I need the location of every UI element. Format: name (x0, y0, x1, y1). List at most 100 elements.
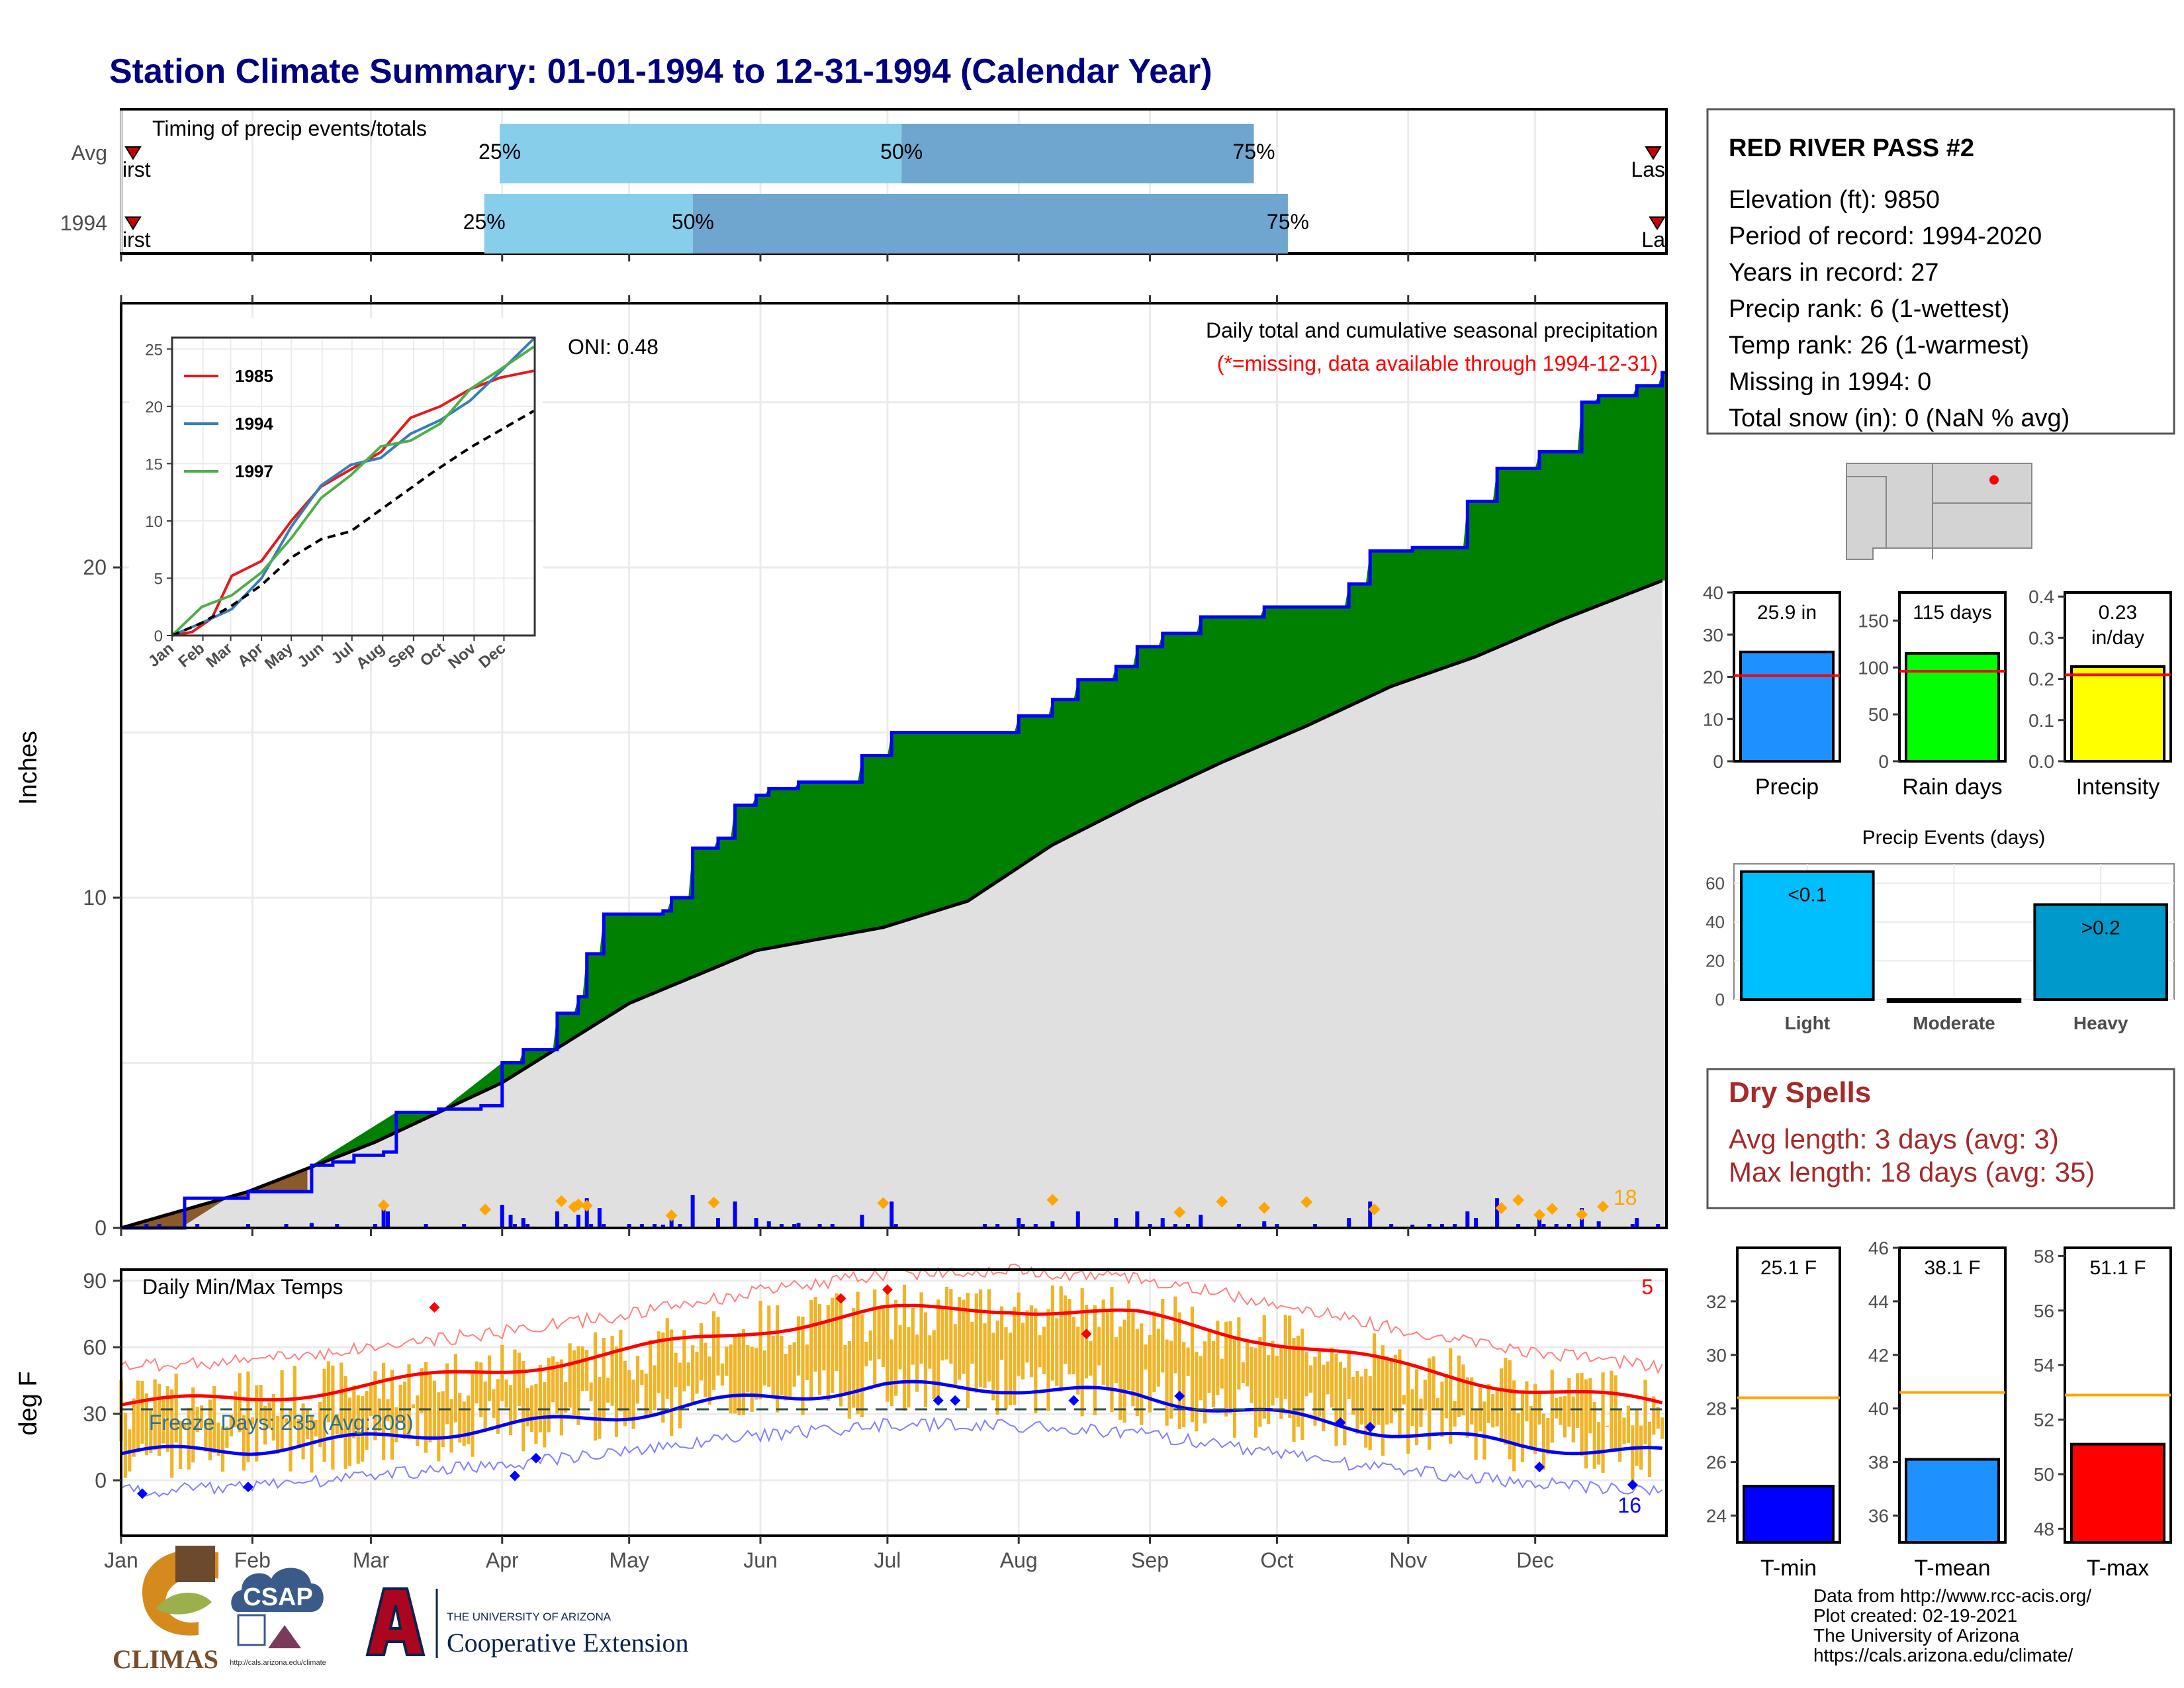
daily-temp-bar (750, 1346, 754, 1412)
daily-precip-bar (779, 1224, 784, 1228)
record-precip-marker (1300, 1196, 1313, 1208)
daily-temp-bar (847, 1340, 851, 1419)
daily-temp-bar (771, 1335, 775, 1396)
daily-precip-bar (555, 1211, 559, 1228)
daily-temp-bar (1275, 1356, 1279, 1398)
month-label: May (609, 1548, 649, 1572)
daily-temp-bar (1656, 1407, 1660, 1429)
daily-temp-bar (322, 1368, 326, 1462)
daily-temp-bar (559, 1359, 563, 1436)
daily-precip-bar (144, 1224, 149, 1228)
month-label: Nov (1389, 1548, 1427, 1572)
daily-precip-bar (335, 1224, 340, 1228)
daily-temp-bar (462, 1401, 466, 1446)
daily-temp-bar (860, 1314, 864, 1417)
precip-events-bars: 0 20 40 60 <0.1 Light Moderate >0.2 Heavy (1706, 863, 2175, 1033)
daily-temp-bar (1550, 1370, 1554, 1443)
daily-temp-bar (547, 1358, 551, 1432)
daily-temp-bar (1122, 1319, 1126, 1423)
daily-temp-bar (1114, 1337, 1118, 1383)
daily-temp-bar (1364, 1368, 1368, 1448)
daily-temp-bar (958, 1297, 962, 1380)
csap-cloud (231, 1568, 324, 1612)
map-region (1846, 463, 2032, 560)
cumulative-1994-line (121, 371, 1666, 1230)
csap-mountain (268, 1625, 301, 1648)
record-precip-marker (377, 1199, 390, 1211)
daily-precip-bar (381, 1201, 386, 1228)
daily-temp-bar (682, 1330, 686, 1391)
daily-temp-bar (1398, 1349, 1402, 1437)
daily-precip-bar (639, 1224, 644, 1228)
daily-temp-bar (136, 1380, 140, 1452)
record-low-marker (1174, 1390, 1185, 1401)
footer: CLIMAS CSAP http://cals.arizona.edu/clim… (113, 1546, 2091, 1674)
daily-temp-bar (318, 1401, 322, 1447)
record-low-marker (1335, 1417, 1346, 1429)
daily-temp-bar (712, 1311, 716, 1390)
daily-temp-bar (1428, 1358, 1432, 1450)
ua-block-a (365, 1587, 426, 1656)
daily-temp-bar (1647, 1421, 1652, 1477)
daily-precip-bar (1389, 1224, 1394, 1228)
daily-temp-bar (691, 1345, 695, 1403)
daily-temp-bar (839, 1302, 843, 1407)
daily-temp-bar (153, 1379, 157, 1450)
csap-url: http://cals.arizona.edu/climate (230, 1659, 326, 1667)
tick-label: 0 (1878, 751, 1889, 772)
daily-temp-bar (1465, 1377, 1469, 1438)
daily-temp-bar (674, 1352, 678, 1387)
daily-temp-bar (1355, 1371, 1359, 1434)
daily-temp-bar (1504, 1358, 1508, 1445)
daily-temp-bar (1381, 1345, 1385, 1456)
daily-temp-bar (627, 1370, 631, 1420)
daily-temp-bar (1246, 1342, 1250, 1387)
event-value-label: <0.1 (1788, 884, 1827, 906)
daily-temp-bar (1118, 1326, 1122, 1420)
daily-precip-bar (1453, 1224, 1457, 1228)
daily-temp-bar (1199, 1356, 1203, 1401)
daily-temp-bar (572, 1350, 576, 1415)
daily-temp-bar (835, 1293, 839, 1372)
daily-precip-bar (1410, 1225, 1415, 1228)
inset-tick-label: 5 (154, 570, 163, 588)
daily-temp-bar (199, 1405, 204, 1429)
daily-precip-bar (1148, 1224, 1152, 1228)
record-low-marker (509, 1470, 520, 1481)
daily-temp-bar (657, 1331, 661, 1393)
daily-temp-bar (758, 1301, 762, 1399)
last-event-label: La (1641, 228, 1665, 252)
first-event-marker (124, 216, 142, 230)
inset-tick-label: 20 (145, 399, 163, 416)
daily-temp-bar (856, 1291, 860, 1415)
daily-temp-bar (208, 1399, 212, 1461)
station-info-line: Temp rank: 26 (1-warmest) (1729, 332, 2029, 359)
timing-q25-label: 25% (463, 210, 506, 234)
record-min-line (120, 1416, 1663, 1497)
daily-temp-bar (1038, 1335, 1042, 1368)
daily-temp-bar (314, 1419, 318, 1436)
daily-temp-bar (1520, 1390, 1525, 1462)
daily-precip-bar (1347, 1218, 1351, 1228)
daily-temp-bar (471, 1373, 475, 1457)
daily-temp-bar (1237, 1317, 1241, 1390)
daily-temp-bar (234, 1391, 238, 1428)
summary-bar (1905, 652, 2000, 763)
ua-big-text: Cooperative Extension (447, 1628, 688, 1658)
tick-label: 54 (2034, 1355, 2054, 1376)
daily-temp-bar (1029, 1305, 1034, 1378)
station-info-line: Total snow (in): 0 (NaN % avg) (1729, 404, 2070, 432)
daily-temp-bar (170, 1389, 174, 1478)
daily-temp-bar (1618, 1409, 1622, 1462)
daily-temp-bar (441, 1391, 445, 1448)
temp-panel: 0 30 60 90 deg F Daily Min/Max Temps Freeze… (15, 254, 1668, 1572)
daily-temp-bar (204, 1419, 208, 1452)
ua-logo: THE UNIVERSITY OF ARIZONA Cooperative Ex… (365, 1587, 688, 1658)
tick-label: 28 (1706, 1399, 1727, 1419)
daily-temp-bar (445, 1363, 449, 1425)
daily-temp-bar (487, 1355, 492, 1401)
daily-temp-bar (1177, 1312, 1181, 1430)
daily-temp-bar (1486, 1384, 1490, 1423)
daily-temp-bar (276, 1415, 280, 1454)
category-label: T-min (1760, 1556, 1817, 1581)
